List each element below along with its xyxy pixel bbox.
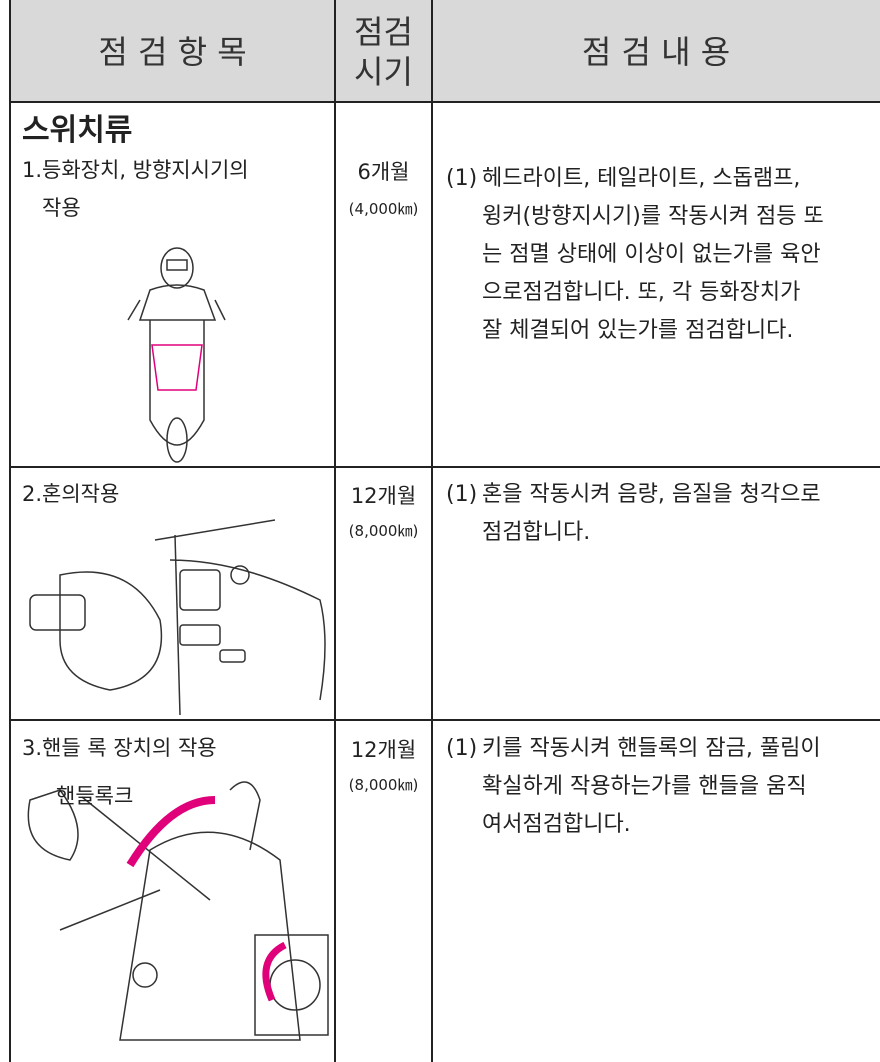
section-title: 스위치류 [22, 113, 133, 148]
content: 윙커(방향지시기)를 작동시켜 점등 또 [482, 204, 824, 229]
period: 12개월 [350, 738, 417, 762]
content: 잘 체결되어 있는가를 점검합니다. [482, 318, 794, 343]
distance: (4,000㎞) [348, 200, 419, 218]
item: 작용 [42, 196, 81, 220]
content: 헤드라이트, 테일라이트, 스돕램프, [482, 166, 801, 191]
grid [9, 0, 880, 1062]
content: 확실하게 작용하는가를 핸들을 움직 [482, 774, 807, 799]
header-period: 점검 [354, 13, 413, 51]
marker: (1) [446, 166, 478, 191]
header-bg [10, 0, 880, 102]
item: 3.핸들 록 장치의 작용 [22, 736, 217, 760]
marker: (1) [446, 482, 478, 507]
distance: (8,000㎞) [348, 522, 419, 540]
content: 혼을 작동시켜 음량, 음질을 청각으로 [482, 482, 821, 507]
item: 1.등화장치, 방향지시기의 [22, 158, 249, 182]
callout-label: 핸들록크 [56, 784, 134, 808]
header-content: 점 검 내 용 [581, 33, 731, 71]
period: 6개월 [357, 160, 410, 184]
content: 키를 작동시켜 핸들록의 잠금, 풀림이 [482, 736, 821, 761]
marker: (1) [446, 736, 478, 761]
content: 는 점멸 상태에 이상이 없는가를 육안 [482, 242, 821, 267]
rider-illustration [127, 247, 226, 463]
distance: (8,000㎞) [348, 776, 419, 794]
lock-illustration [27, 781, 329, 1041]
horn-illustration [29, 519, 326, 716]
header-period: 시기 [354, 53, 413, 91]
content: 여서점검합니다. [482, 812, 631, 837]
content: 점검합니다. [482, 520, 591, 545]
period: 12개월 [350, 484, 417, 508]
content: 으로점검합니다. 또, 각 등화장치가 [482, 280, 801, 305]
header-item: 점 검 항 목 [98, 33, 247, 71]
item: 2.혼의작용 [22, 482, 120, 506]
